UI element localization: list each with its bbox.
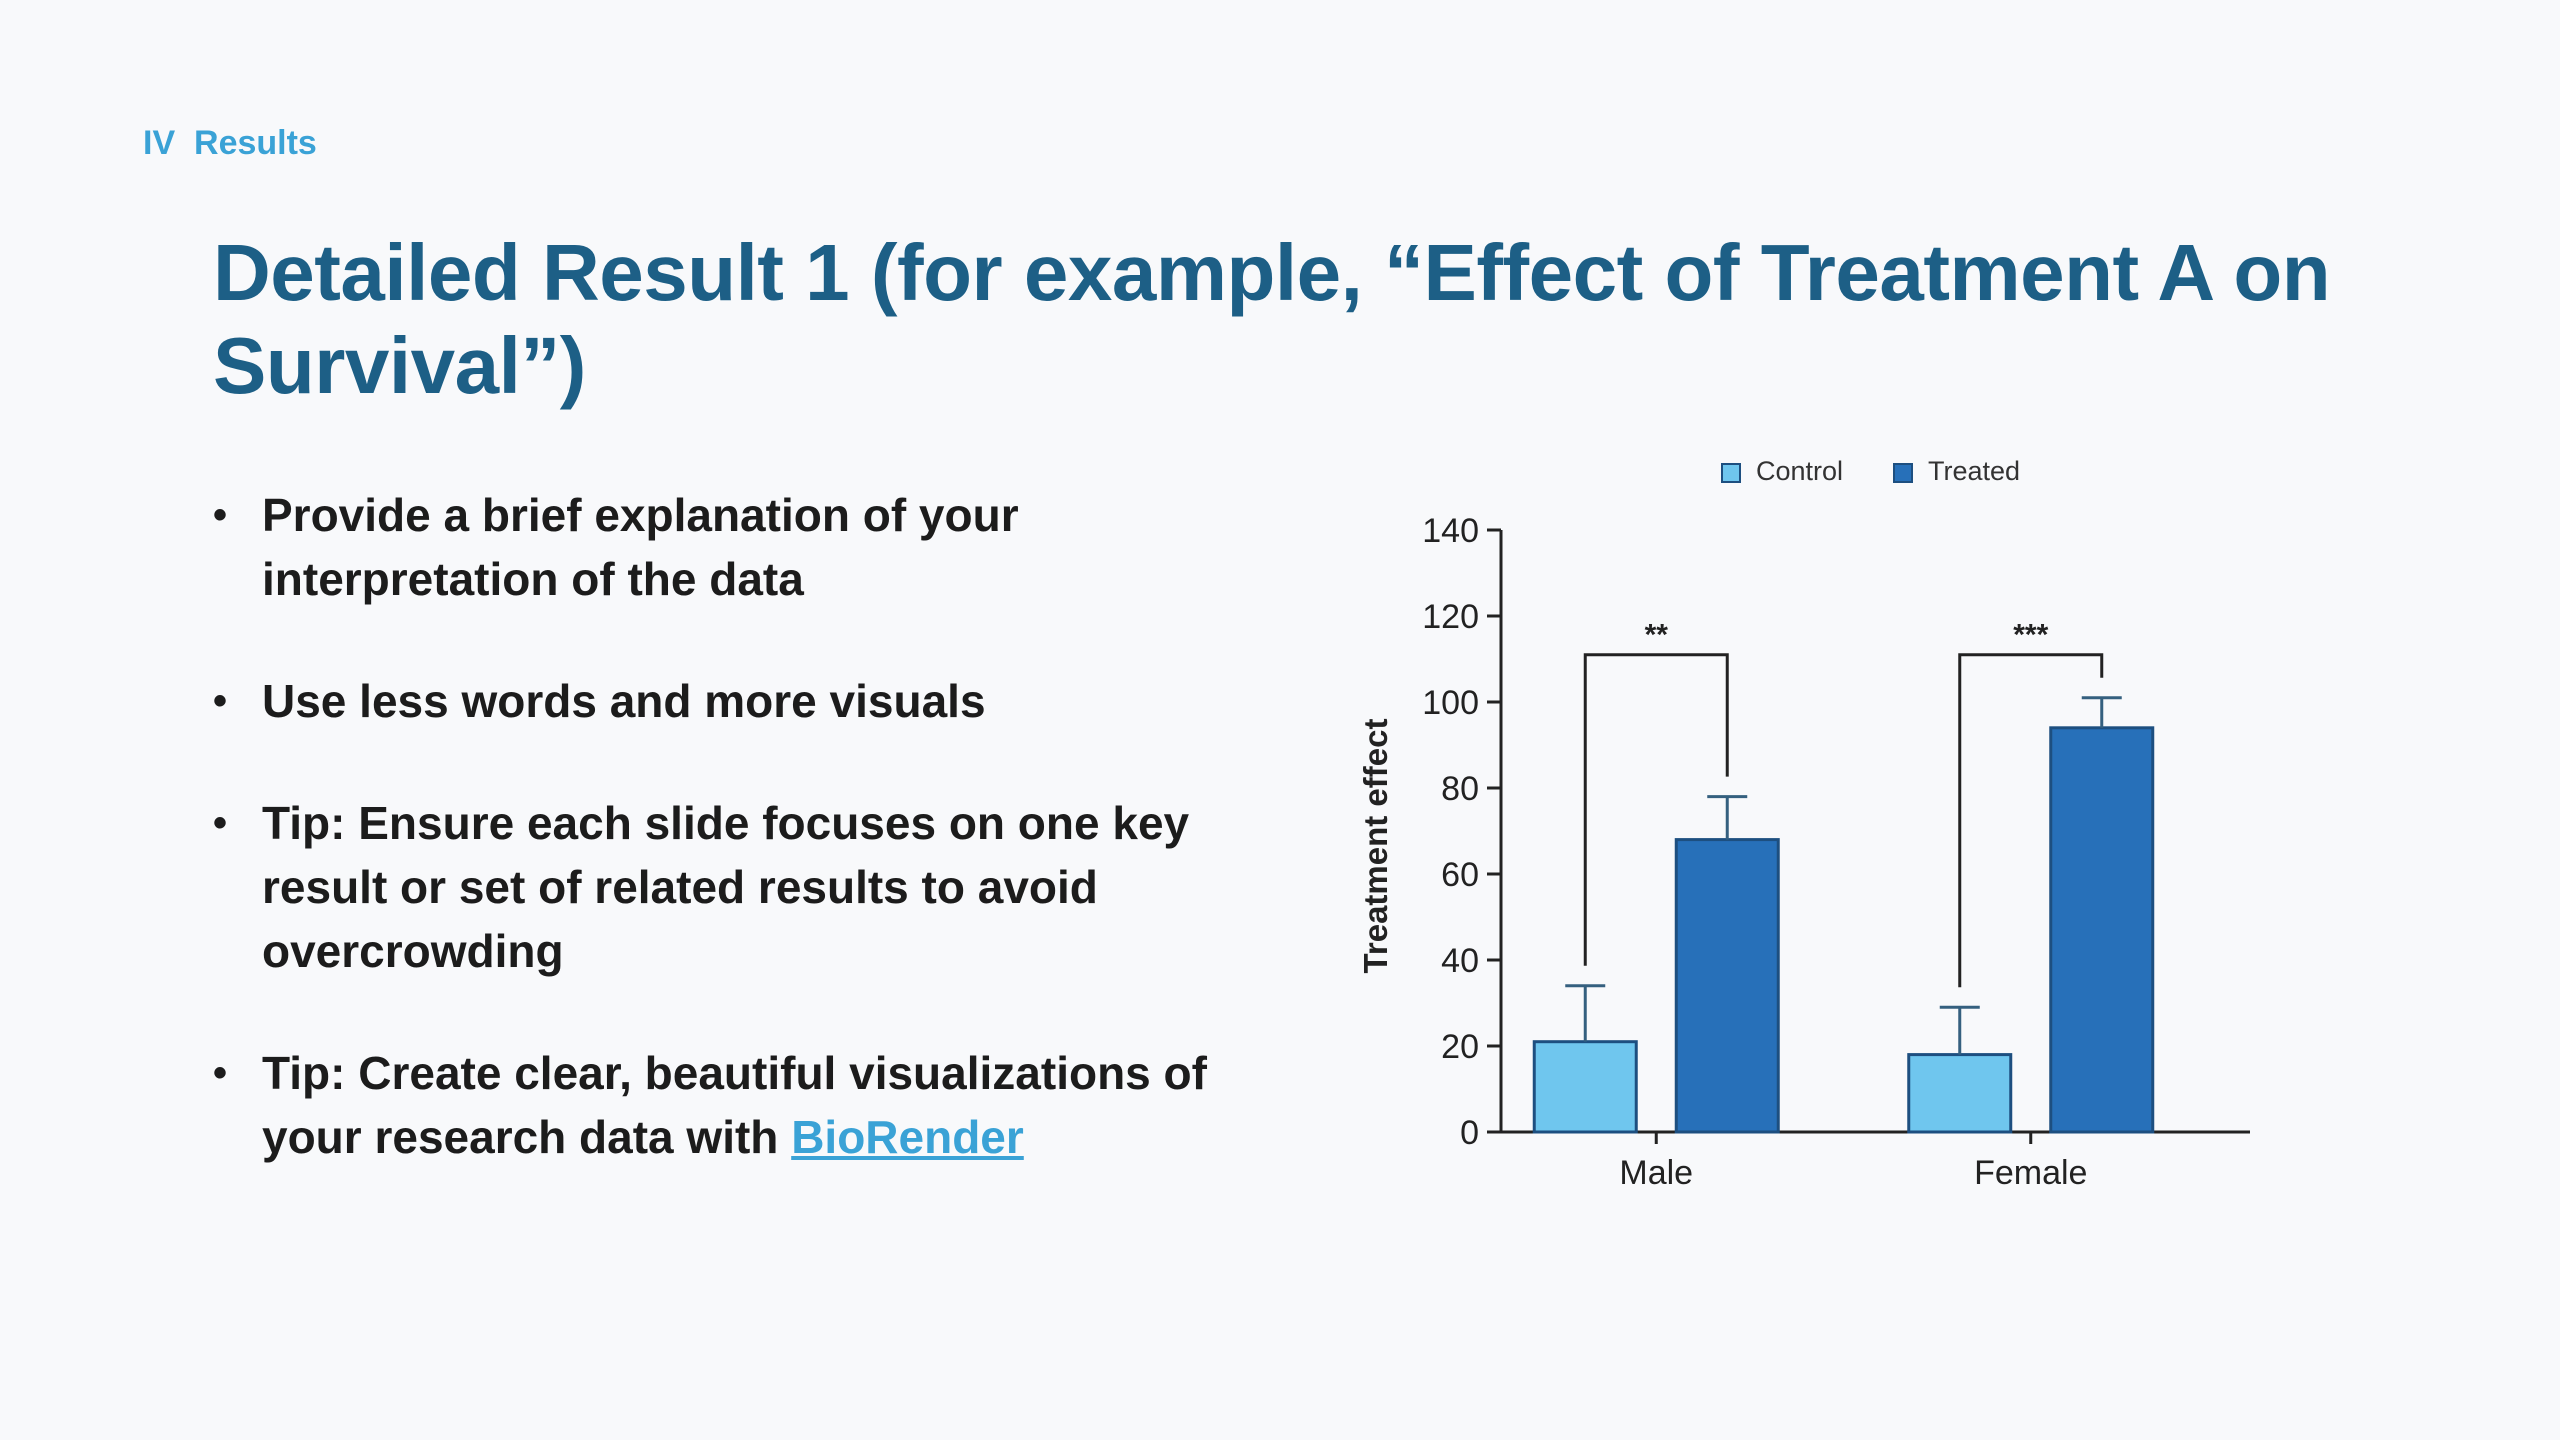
y-tick-label: 120	[1422, 598, 1479, 636]
significance-label: **	[1645, 619, 1669, 652]
biorender-link[interactable]: BioRender	[791, 1111, 1024, 1163]
bullet-icon: •	[213, 801, 228, 845]
bullet-icon: •	[213, 679, 228, 723]
bar-chart: 0 20 40 60 80 100 120 140 Treatment effect Male **…	[1357, 456, 2250, 1192]
bullet-text: Use less words and more visuals	[262, 675, 986, 727]
bullet-item: • Tip: Ensure each slide focuses on one …	[213, 791, 1213, 983]
legend-label: Control	[1756, 456, 1843, 486]
bullet-item: • Provide a brief explanation of your in…	[213, 483, 1213, 611]
significance-bracket	[1958, 653, 2104, 988]
y-tick-label: 0	[1460, 1114, 1479, 1152]
x-tick-label: Male	[1619, 1154, 1693, 1192]
bullet-icon: •	[213, 1051, 228, 1095]
bullet-list: • Provide a brief explanation of your in…	[213, 483, 1213, 1227]
slide-title: Detailed Result 1 (for example, “Effect …	[213, 228, 2331, 410]
bullet-icon: •	[213, 493, 228, 537]
y-tick-label: 60	[1441, 856, 1479, 894]
significance-bracket	[1583, 653, 1729, 966]
bullet-item: • Use less words and more visuals	[213, 669, 1213, 733]
y-axis-label: Treatment effect	[1357, 719, 1394, 974]
legend-swatch	[1721, 463, 1741, 483]
y-tick-label: 40	[1441, 942, 1479, 980]
bar-control	[1907, 1053, 2013, 1134]
y-tick-label: 100	[1422, 684, 1479, 722]
x-tick-label: Female	[1974, 1154, 2087, 1192]
y-tick-label: 20	[1441, 1028, 1479, 1066]
legend-swatch	[1893, 463, 1913, 483]
chart-container: 0 20 40 60 80 100 120 140 Treatment effect Male **…	[1340, 440, 2280, 1220]
legend-label: Treated	[1928, 456, 2020, 486]
bar-treated	[2049, 726, 2155, 1134]
bar-treated	[1674, 838, 1780, 1134]
significance-label: ***	[2013, 619, 2048, 652]
section-label: IV Results	[143, 124, 317, 162]
bullet-text: Provide a brief explanation of your inte…	[262, 489, 1019, 605]
bullet-text: Tip: Ensure each slide focuses on one ke…	[262, 797, 1190, 977]
y-tick-label: 80	[1441, 770, 1479, 808]
bullet-item: • Tip: Create clear, beautiful visualiza…	[213, 1041, 1213, 1169]
bar-control	[1532, 1040, 1638, 1134]
y-tick-label: 140	[1422, 512, 1479, 550]
bullet-text: Tip: Create clear, beautiful visualizati…	[262, 1047, 1207, 1163]
